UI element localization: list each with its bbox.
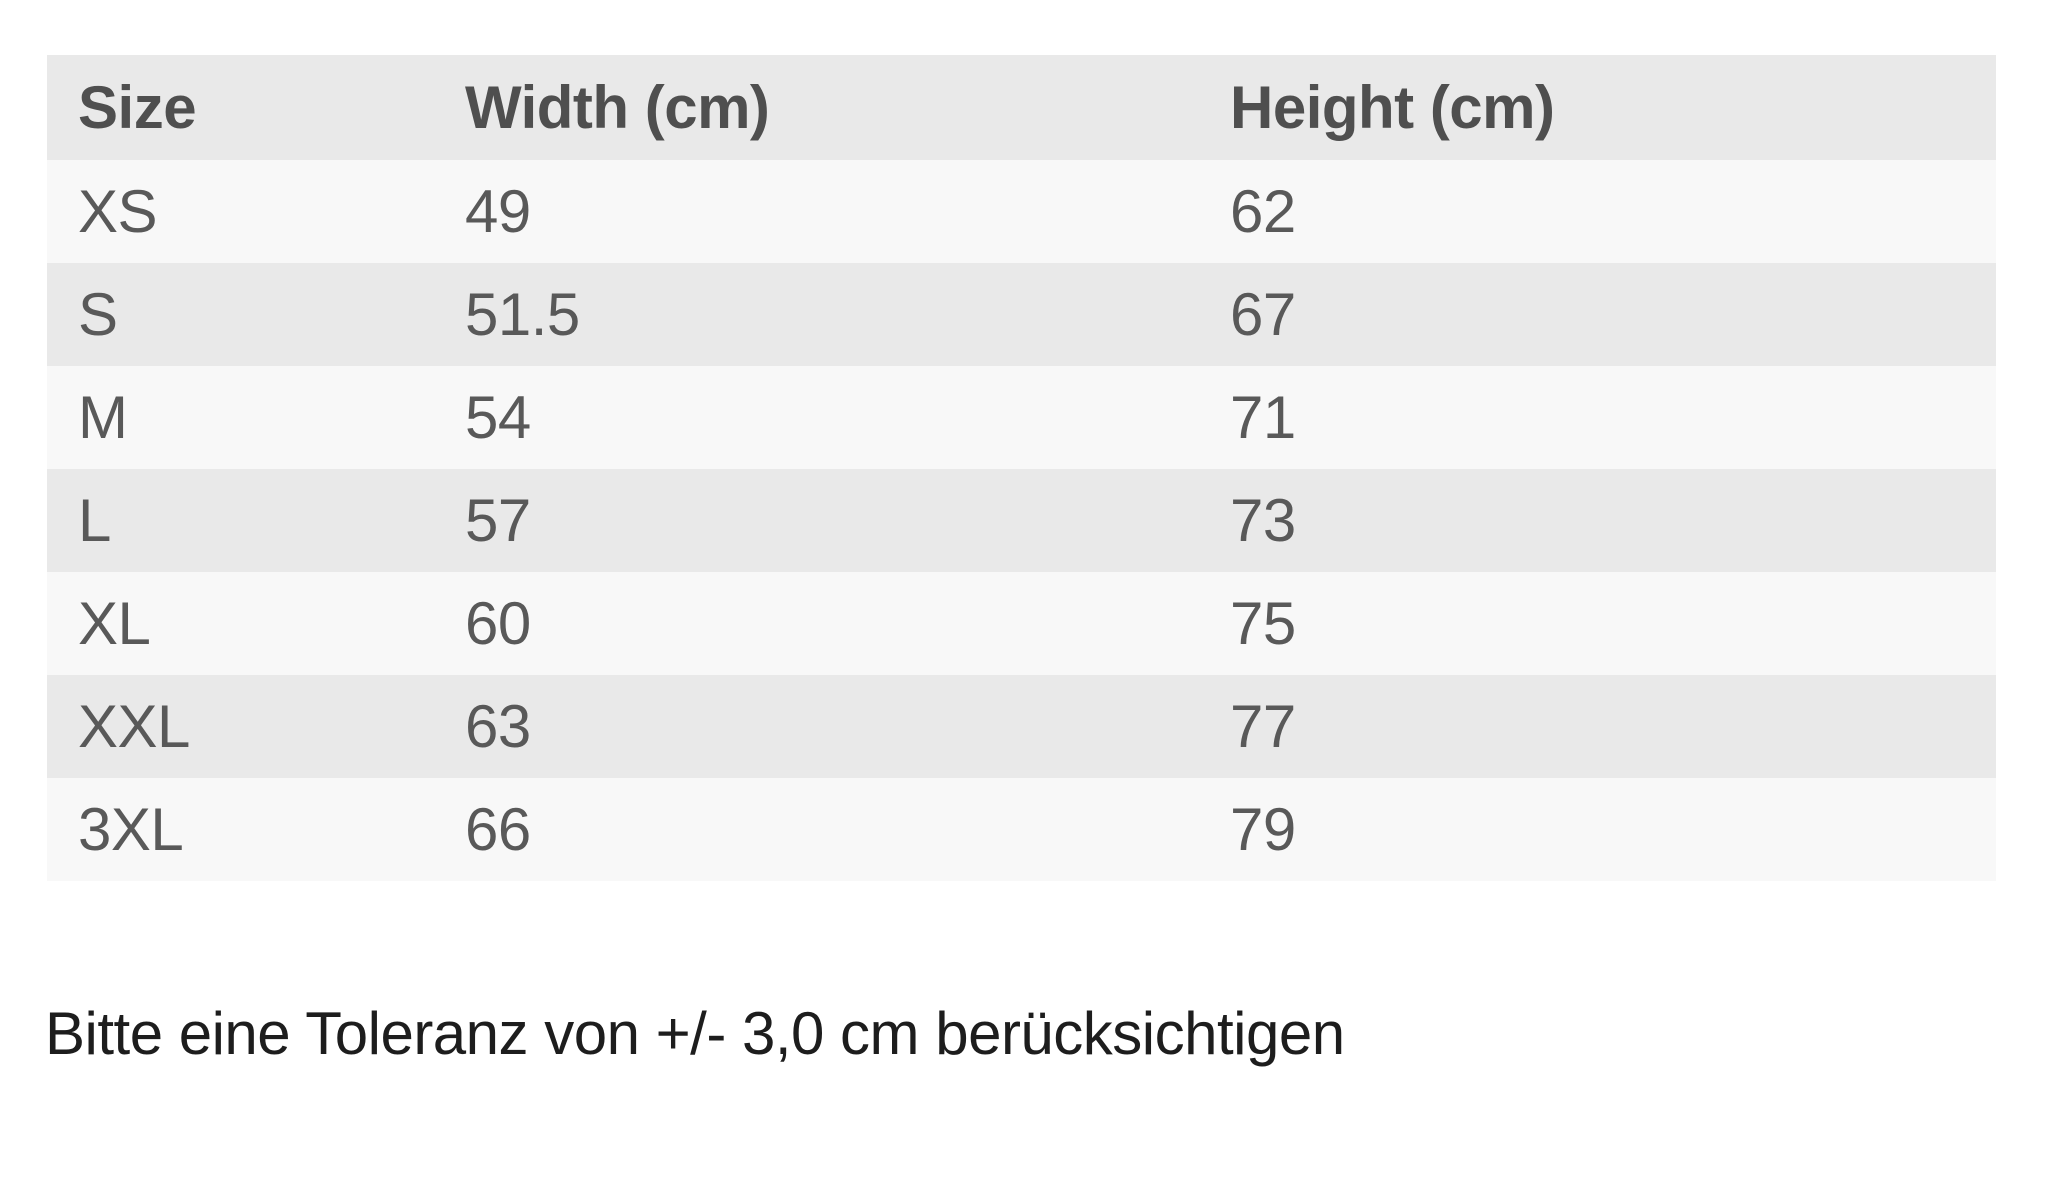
cell-size: XXL bbox=[78, 693, 190, 760]
cell-height: 71 bbox=[1230, 384, 1296, 451]
cell-height: 67 bbox=[1230, 281, 1296, 348]
cell-width: 60 bbox=[465, 590, 531, 657]
cell-height: 75 bbox=[1230, 590, 1296, 657]
cell-size: 3XL bbox=[78, 796, 184, 863]
cell-width: 49 bbox=[465, 178, 531, 245]
size-chart-header: Size Width (cm) Height (cm) bbox=[47, 55, 1996, 160]
table-row: L 57 73 bbox=[47, 469, 1996, 572]
column-header-width: Width (cm) bbox=[465, 74, 770, 141]
cell-width: 63 bbox=[465, 693, 531, 760]
header-row: Size Width (cm) Height (cm) bbox=[47, 55, 1996, 160]
table-row: S 51.5 67 bbox=[47, 263, 1996, 366]
cell-width: 66 bbox=[465, 796, 531, 863]
cell-width: 57 bbox=[465, 487, 531, 554]
table-row: XXL 63 77 bbox=[47, 675, 1996, 778]
cell-height: 62 bbox=[1230, 178, 1296, 245]
cell-height: 77 bbox=[1230, 693, 1296, 760]
table-row: XS 49 62 bbox=[47, 160, 1996, 263]
cell-height: 73 bbox=[1230, 487, 1296, 554]
table-row: XL 60 75 bbox=[47, 572, 1996, 675]
column-header-size: Size bbox=[78, 74, 197, 141]
column-header-height: Height (cm) bbox=[1230, 74, 1555, 141]
table-row: 3XL 66 79 bbox=[47, 778, 1996, 881]
size-chart-body: XS 49 62 S 51.5 67 M 54 71 L 57 73 XL 60… bbox=[47, 160, 1996, 881]
cell-size: M bbox=[78, 384, 128, 451]
cell-width: 54 bbox=[465, 384, 531, 451]
cell-size: L bbox=[78, 487, 111, 554]
cell-size: S bbox=[78, 281, 118, 348]
size-chart-table: Size Width (cm) Height (cm) XS 49 62 S 5… bbox=[47, 55, 1996, 881]
cell-width: 51.5 bbox=[465, 281, 580, 348]
cell-size: XS bbox=[78, 178, 158, 245]
cell-size: XL bbox=[78, 590, 151, 657]
table-row: M 54 71 bbox=[47, 366, 1996, 469]
cell-height: 79 bbox=[1230, 796, 1296, 863]
tolerance-note: Bitte eine Toleranz von +/- 3,0 cm berüc… bbox=[45, 1000, 1345, 1067]
